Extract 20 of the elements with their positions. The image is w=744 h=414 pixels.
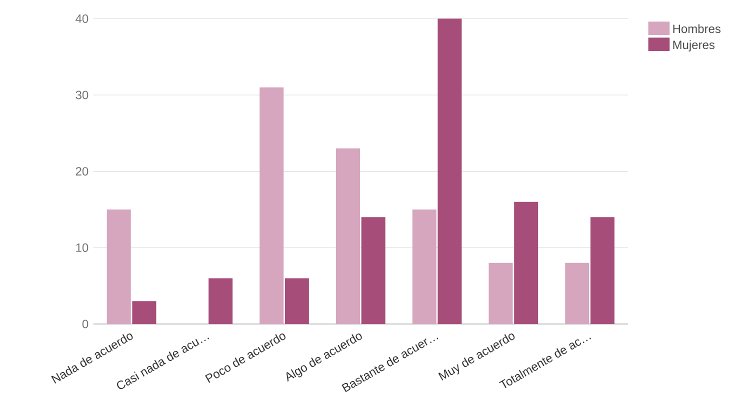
legend-label: Hombres xyxy=(673,24,721,34)
bar xyxy=(565,262,590,324)
bar xyxy=(488,262,513,324)
y-tick-label: 0 xyxy=(82,320,88,328)
bar xyxy=(514,202,538,324)
bar xyxy=(590,217,614,324)
legend-label: Mujeres xyxy=(673,40,715,52)
y-tick-label: 20 xyxy=(76,167,88,176)
bar xyxy=(132,301,156,324)
y-tick-label: 30 xyxy=(76,90,88,100)
bar xyxy=(284,278,309,324)
bar xyxy=(361,217,386,324)
bar xyxy=(412,209,436,324)
y-tick-label: 10 xyxy=(76,243,88,252)
y-tick-label: 40 xyxy=(76,14,88,23)
bar xyxy=(208,278,233,324)
bar xyxy=(438,18,462,324)
bar xyxy=(106,209,131,324)
bar xyxy=(336,148,360,324)
bar xyxy=(260,87,284,324)
